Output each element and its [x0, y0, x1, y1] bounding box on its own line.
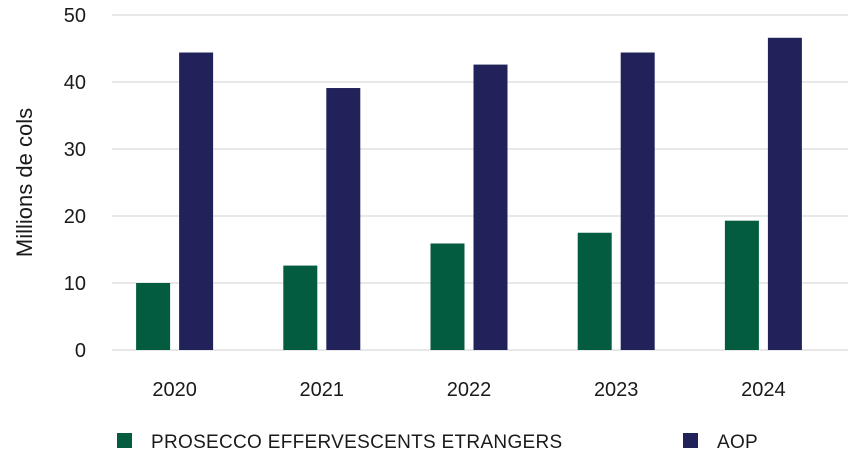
y-axis-tick-labels: 0 10 20 30 40 50	[64, 5, 86, 362]
x-tick-label-2024: 2024	[741, 379, 786, 401]
bar-aop-2022	[473, 64, 508, 350]
legend-swatch-aop	[683, 433, 698, 448]
x-tick-label-2023: 2023	[594, 379, 639, 401]
legend-label-prosecco: PROSECCO EFFERVESCENTS ETRANGERS	[151, 432, 563, 453]
bar-prosecco-2024	[724, 220, 759, 350]
y-tick-label-30: 30	[64, 139, 86, 161]
y-tick-label-10: 10	[64, 273, 86, 295]
bar-aop-2020	[179, 52, 214, 351]
y-tick-label-0: 0	[75, 340, 86, 362]
y-tick-label-50: 50	[64, 5, 86, 27]
bar-prosecco-2022	[430, 243, 465, 350]
x-tick-label-2021: 2021	[300, 379, 345, 401]
x-axis-tick-labels: 2020 2021 2022 2023 2024	[152, 379, 785, 401]
legend: PROSECCO EFFERVESCENTS ETRANGERS AOP	[117, 432, 758, 453]
bar-aop-2023	[620, 52, 655, 351]
bar-aop-2021	[326, 88, 361, 350]
bar-aop-2024	[767, 37, 802, 350]
bar-prosecco-2020	[136, 283, 171, 350]
y-axis-title: Millions de cols	[12, 108, 37, 257]
legend-label-aop: AOP	[717, 432, 758, 453]
x-tick-label-2022: 2022	[447, 379, 492, 401]
legend-swatch-prosecco	[117, 433, 132, 448]
y-tick-label-20: 20	[64, 206, 86, 228]
bars	[136, 37, 802, 351]
x-tick-label-2020: 2020	[152, 379, 197, 401]
bar-prosecco-2023	[577, 232, 612, 350]
y-tick-label-40: 40	[64, 72, 86, 94]
bar-prosecco-2021	[283, 265, 318, 350]
